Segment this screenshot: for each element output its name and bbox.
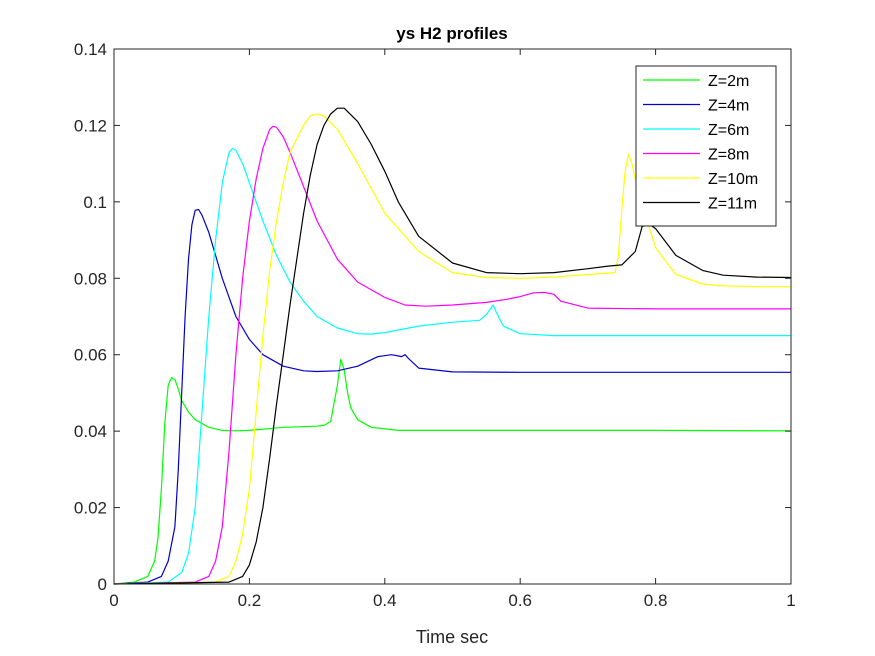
y-tick-label: 0.14 (74, 40, 107, 59)
y-tick-label: 0.04 (74, 422, 107, 441)
series-line-4 (113, 125, 791, 585)
y-tick-label: 0.06 (74, 346, 107, 365)
x-tick-label: 0 (109, 591, 118, 610)
legend-label-6: Z=11m (708, 196, 757, 213)
y-tick-label: 0.08 (74, 269, 107, 288)
x-tick-label: 1 (786, 591, 795, 610)
legend-label-2: Z=4m (708, 98, 749, 115)
legend-label-3: Z=6m (708, 122, 749, 139)
x-tick-label: 0.8 (644, 591, 668, 610)
x-tick-label: 0.6 (508, 591, 532, 610)
legend-label-5: Z=10m (708, 171, 758, 188)
axes-box (113, 48, 792, 585)
series-line-3 (113, 147, 791, 585)
y-tick-label: 0 (98, 575, 107, 594)
series-line-2 (113, 208, 791, 585)
series-line-1 (113, 358, 792, 585)
legend-label-1: Z=2m (708, 73, 749, 90)
y-tick-label: 0.12 (74, 116, 107, 135)
axes-layer: 0 0.2 0.4 0.6 0.8 1 0 0.02 0.04 0.06 0.08 0.1 0.12 0.… (74, 40, 796, 610)
y-tick-label: 0.02 (74, 499, 107, 518)
x-axis-label: Time sec (416, 627, 488, 647)
chart-title: ys H2 profiles (396, 24, 508, 43)
legend-label-4: Z=8m (708, 147, 749, 164)
legend: Z=2m Z=4m Z=6m Z=8m Z=10m Z=11m (635, 65, 777, 227)
legend-box (635, 65, 777, 227)
y-tick-label: 0.1 (83, 193, 107, 212)
x-tick-label: 0.4 (373, 591, 397, 610)
x-tick-label: 0.2 (238, 591, 262, 610)
